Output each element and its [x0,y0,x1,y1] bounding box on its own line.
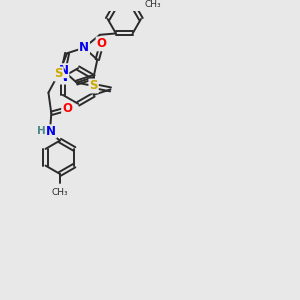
Text: O: O [97,38,106,50]
Text: CH₃: CH₃ [52,188,68,197]
Text: H: H [38,126,46,136]
Text: CH₃: CH₃ [144,0,161,9]
Text: S: S [89,80,98,92]
Text: N: N [58,70,68,84]
Text: S: S [54,68,63,80]
Text: O: O [62,103,72,116]
Text: N: N [79,41,89,54]
Text: N: N [46,125,56,138]
Text: N: N [58,64,68,77]
